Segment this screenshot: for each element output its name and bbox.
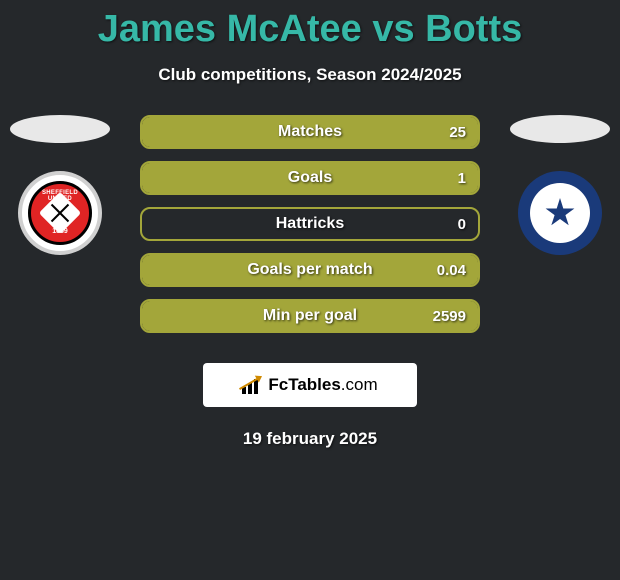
brand-light: .com (341, 375, 378, 394)
left-club-year: 1889 (31, 228, 89, 235)
subtitle: Club competitions, Season 2024/2025 (0, 65, 620, 85)
stat-right-value: 25 (449, 117, 466, 147)
stat-bars: Matches25 Goals1 Hattricks0 Goals per match… (110, 115, 510, 345)
stat-bar: Min per goal2599 (140, 299, 480, 333)
left-player-avatar (10, 115, 110, 143)
right-club-badge (518, 171, 602, 255)
right-player-avatar (510, 115, 610, 143)
page-title: James McAtee vs Botts (0, 0, 620, 51)
stat-label: Min per goal (142, 301, 478, 331)
stat-label: Matches (142, 117, 478, 147)
right-player-col (510, 115, 610, 255)
comparison-row: SHEFFIELD UNITED 1889 Matches25 Goals1 Hat… (0, 115, 620, 345)
stat-bar: Hattricks0 (140, 207, 480, 241)
branding[interactable]: FcTables.com (203, 363, 417, 407)
stat-bar: Goals1 (140, 161, 480, 195)
brand-text: FcTables.com (268, 375, 377, 395)
stat-label: Goals per match (142, 255, 478, 285)
date: 19 february 2025 (0, 429, 620, 449)
stat-label: Hattricks (142, 209, 478, 239)
chart-arrow-icon (242, 376, 264, 394)
brand-bold: FcTables (268, 375, 340, 394)
left-player-col: SHEFFIELD UNITED 1889 (10, 115, 110, 255)
stat-right-value: 0.04 (437, 255, 466, 285)
stat-bar: Matches25 (140, 115, 480, 149)
star-icon (545, 198, 575, 228)
left-club-badge: SHEFFIELD UNITED 1889 (18, 171, 102, 255)
stat-bar: Goals per match0.04 (140, 253, 480, 287)
stat-label: Goals (142, 163, 478, 193)
stat-right-value: 0 (458, 209, 466, 239)
stat-right-value: 2599 (433, 301, 466, 331)
stat-right-value: 1 (458, 163, 466, 193)
